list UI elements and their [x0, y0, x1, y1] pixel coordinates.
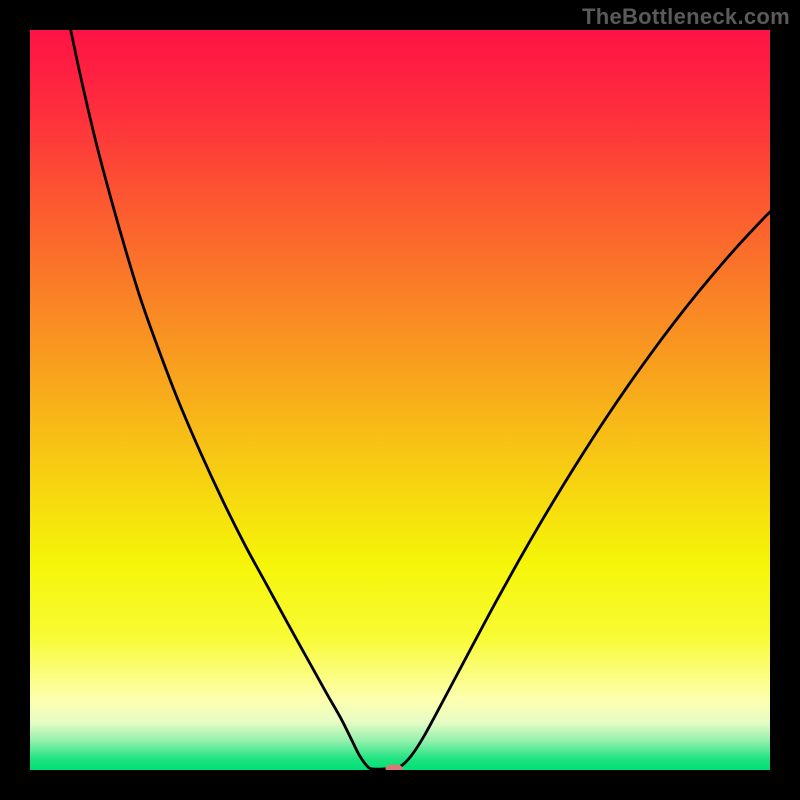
bottleneck-chart: TheBottleneck.com [0, 0, 800, 800]
plot-background [30, 30, 770, 770]
chart-canvas [0, 0, 800, 800]
watermark-text: TheBottleneck.com [582, 4, 790, 30]
